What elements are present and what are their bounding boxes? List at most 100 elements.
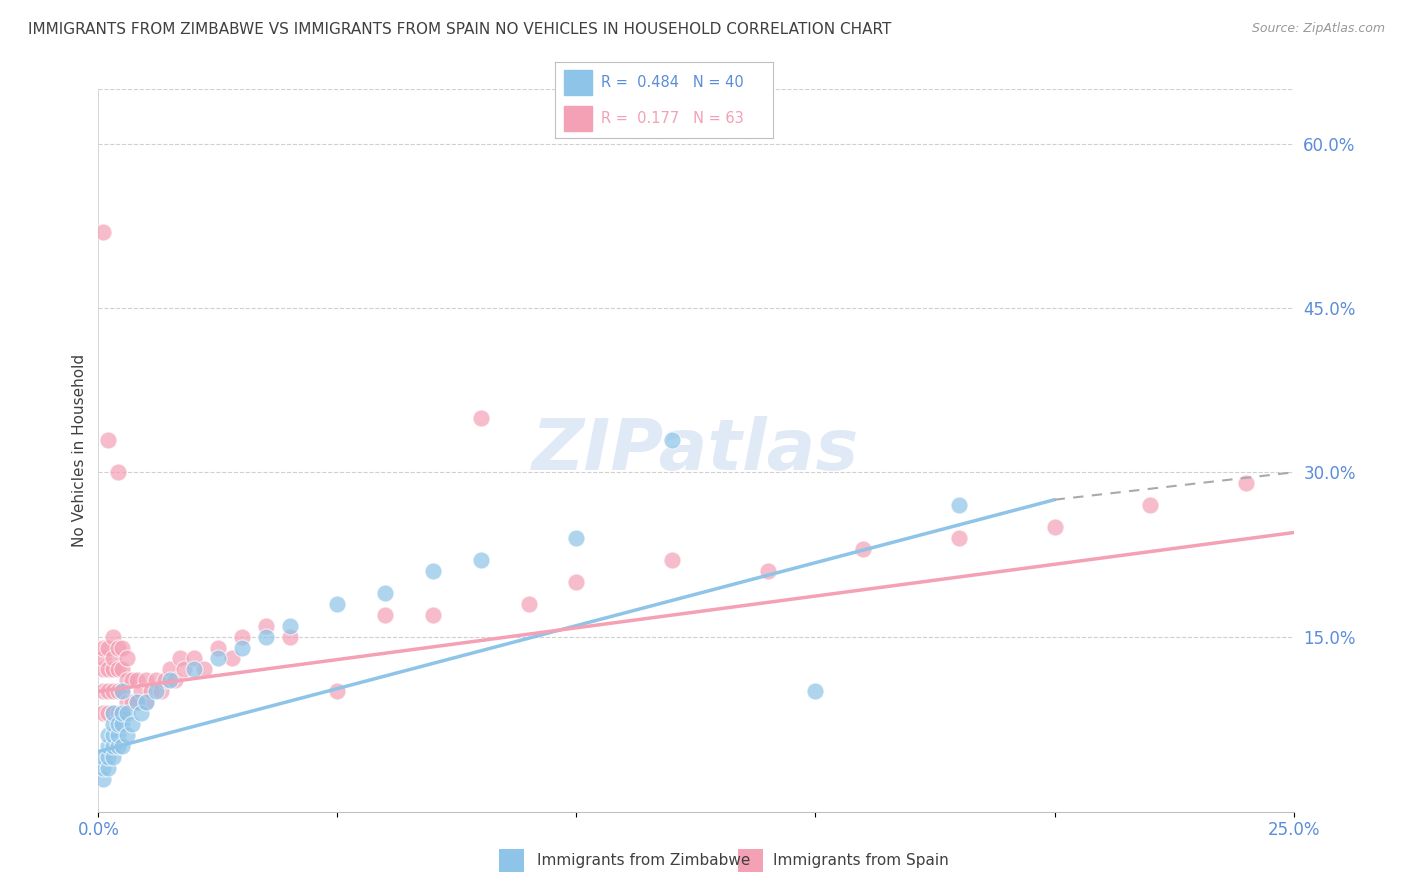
Point <box>91 640 114 655</box>
Point <box>101 739 124 753</box>
Point <box>107 640 129 655</box>
Point <box>231 640 253 655</box>
Point <box>125 695 148 709</box>
Point <box>155 673 177 688</box>
Point <box>107 706 129 721</box>
Point <box>159 662 181 676</box>
Point <box>173 662 195 676</box>
Point <box>121 673 143 688</box>
Point <box>111 662 134 676</box>
Point <box>149 684 172 698</box>
Point <box>278 618 301 632</box>
Point <box>91 706 114 721</box>
Point <box>121 695 143 709</box>
Point <box>101 750 124 764</box>
Point <box>207 640 229 655</box>
Bar <box>564 70 592 95</box>
Point <box>115 728 138 742</box>
Point <box>107 466 129 480</box>
Point <box>91 761 114 775</box>
Point <box>97 684 120 698</box>
Point <box>101 630 124 644</box>
Point <box>852 541 875 556</box>
Point <box>91 684 114 698</box>
Bar <box>564 105 592 130</box>
Point <box>101 728 124 742</box>
Point <box>221 651 243 665</box>
Text: IMMIGRANTS FROM ZIMBABWE VS IMMIGRANTS FROM SPAIN NO VEHICLES IN HOUSEHOLD CORRE: IMMIGRANTS FROM ZIMBABWE VS IMMIGRANTS F… <box>28 22 891 37</box>
Point <box>948 498 970 512</box>
Point <box>565 531 588 545</box>
Point <box>470 553 492 567</box>
Point <box>97 433 120 447</box>
Point <box>374 607 396 622</box>
Point <box>97 706 120 721</box>
Point <box>111 739 134 753</box>
Point <box>101 684 124 698</box>
Point <box>101 706 124 721</box>
Point <box>145 673 167 688</box>
Point <box>91 750 114 764</box>
Point <box>131 684 153 698</box>
Point <box>1043 520 1066 534</box>
Point <box>111 684 134 698</box>
Point <box>97 640 120 655</box>
Point <box>107 739 129 753</box>
Point <box>125 673 148 688</box>
Point <box>91 225 114 239</box>
Point <box>422 607 444 622</box>
Point <box>111 640 134 655</box>
Point <box>326 684 349 698</box>
Point <box>517 597 540 611</box>
Point <box>231 630 253 644</box>
Point <box>97 662 120 676</box>
Point <box>125 695 148 709</box>
Point <box>565 574 588 589</box>
Point <box>97 739 120 753</box>
Point <box>326 597 349 611</box>
Point <box>254 618 277 632</box>
Point <box>193 662 215 676</box>
Point <box>948 531 970 545</box>
Point <box>135 695 157 709</box>
Point <box>101 706 124 721</box>
Y-axis label: No Vehicles in Household: No Vehicles in Household <box>72 354 87 547</box>
Point <box>207 651 229 665</box>
Point <box>135 695 157 709</box>
Point <box>111 706 134 721</box>
Point <box>145 684 167 698</box>
Point <box>115 695 138 709</box>
Point <box>97 761 120 775</box>
Point <box>139 684 162 698</box>
Point <box>422 564 444 578</box>
Point <box>661 433 683 447</box>
Point <box>131 706 153 721</box>
Point <box>254 630 277 644</box>
Text: R =  0.177   N = 63: R = 0.177 N = 63 <box>602 111 744 126</box>
Point <box>91 662 114 676</box>
Point <box>101 651 124 665</box>
Point <box>169 651 191 665</box>
Point <box>97 750 120 764</box>
Point <box>183 662 205 676</box>
Point <box>115 706 138 721</box>
Point <box>111 684 134 698</box>
Point <box>135 673 157 688</box>
Point <box>101 717 124 731</box>
Point <box>107 684 129 698</box>
Point <box>1234 476 1257 491</box>
Point <box>97 728 120 742</box>
Point <box>101 662 124 676</box>
Point <box>1139 498 1161 512</box>
Point <box>91 772 114 786</box>
Point <box>374 586 396 600</box>
Point <box>183 651 205 665</box>
Point <box>107 662 129 676</box>
Point <box>107 717 129 731</box>
Text: Source: ZipAtlas.com: Source: ZipAtlas.com <box>1251 22 1385 36</box>
Text: R =  0.484   N = 40: R = 0.484 N = 40 <box>602 76 744 90</box>
Point <box>111 717 134 731</box>
Text: Immigrants from Spain: Immigrants from Spain <box>773 854 949 868</box>
Text: Immigrants from Zimbabwe: Immigrants from Zimbabwe <box>537 854 751 868</box>
Point <box>278 630 301 644</box>
